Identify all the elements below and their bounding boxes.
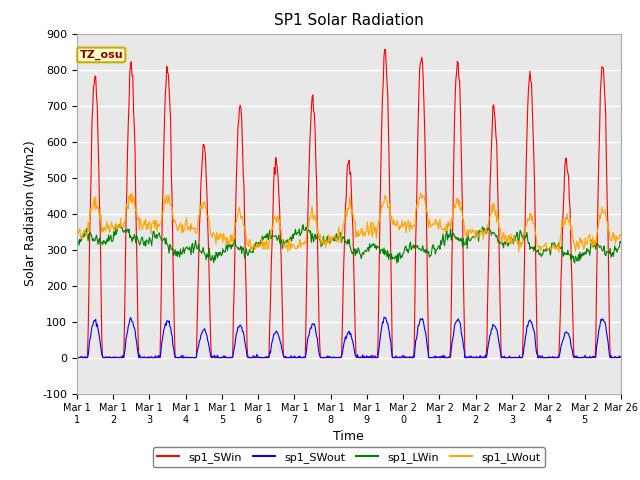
sp1_LWout [431, 216, 439, 222]
sp1_LWout [73, 236, 81, 242]
sp1_LWout [415, 198, 422, 204]
Y-axis label: Solar Radiation (W/m2): Solar Radiation (W/m2) [24, 141, 36, 287]
sp1_LWout [555, 250, 563, 255]
sp1_SWout [73, 354, 81, 360]
Legend: sp1_SWin, sp1_SWout, sp1_LWin, sp1_LWout: sp1_SWin, sp1_SWout, sp1_LWin, sp1_LWout [153, 447, 545, 467]
sp1_LWin [617, 240, 625, 245]
sp1_LWin [115, 222, 123, 228]
sp1_SWout [617, 354, 625, 360]
sp1_SWin [223, 355, 230, 360]
sp1_SWin [416, 68, 424, 74]
sp1_LWout [223, 242, 230, 248]
Text: TZ_osu: TZ_osu [79, 50, 123, 60]
sp1_SWout [223, 355, 231, 360]
sp1_LWin [195, 241, 202, 247]
sp1_LWin [431, 251, 439, 257]
sp1_SWin [83, 355, 90, 360]
Line: sp1_SWout: sp1_SWout [77, 317, 621, 358]
sp1_SWout [433, 353, 440, 359]
sp1_SWin [381, 47, 388, 52]
sp1_SWout [380, 314, 388, 320]
sp1_LWin [571, 260, 579, 266]
sp1_SWout [140, 355, 147, 360]
sp1_SWin [139, 355, 147, 360]
sp1_LWin [83, 226, 90, 231]
sp1_SWout [417, 316, 424, 322]
sp1_SWout [195, 343, 202, 348]
sp1_SWout [84, 355, 92, 360]
sp1_SWin [194, 293, 202, 299]
sp1_LWout [139, 227, 147, 232]
sp1_LWin [223, 248, 231, 253]
X-axis label: Time: Time [333, 431, 364, 444]
sp1_SWin [617, 355, 625, 360]
Line: sp1_SWin: sp1_SWin [77, 49, 621, 358]
sp1_LWin [416, 246, 424, 252]
sp1_SWout [74, 355, 81, 360]
sp1_LWout [194, 218, 202, 224]
Line: sp1_LWout: sp1_LWout [77, 193, 621, 252]
sp1_SWin [73, 355, 81, 360]
sp1_LWin [73, 240, 81, 245]
sp1_SWin [431, 355, 439, 360]
sp1_LWin [140, 240, 147, 246]
Title: SP1 Solar Radiation: SP1 Solar Radiation [274, 13, 424, 28]
sp1_LWout [617, 233, 625, 239]
sp1_LWout [83, 229, 90, 235]
sp1_LWout [417, 191, 425, 196]
Line: sp1_LWin: sp1_LWin [77, 225, 621, 263]
